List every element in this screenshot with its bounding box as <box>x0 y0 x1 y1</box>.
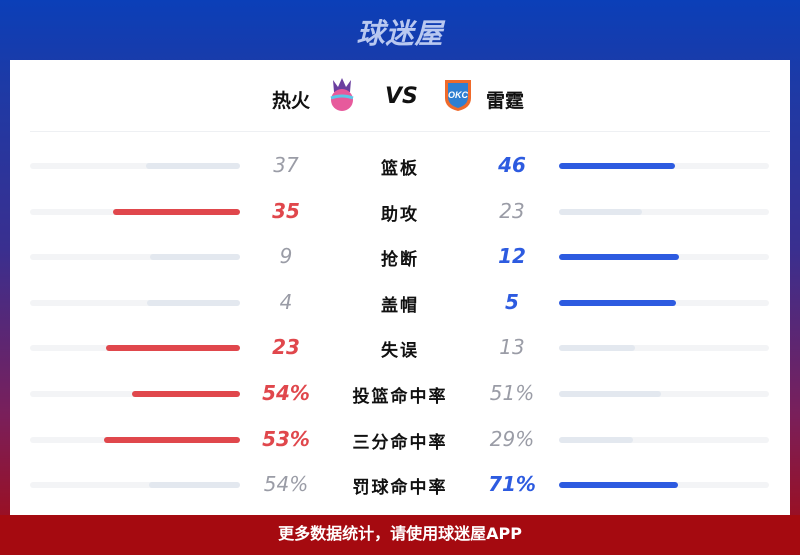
away-bar-fill <box>559 482 679 489</box>
away-bar-track <box>559 254 769 261</box>
home-stat-value: 23 <box>272 335 300 360</box>
home-bar-fill <box>113 208 240 215</box>
home-stat-value: 37 <box>273 153 299 177</box>
away-stat-value: 23 <box>499 198 525 223</box>
away-stat-value: 5 <box>505 289 519 314</box>
stat-label: 罚球命中率 <box>352 478 448 499</box>
footer-promo[interactable]: 更多数据统计，请使用球迷屋APP <box>0 515 800 555</box>
okc-logo-icon: OKC <box>445 80 471 111</box>
home-bar-track <box>30 208 240 215</box>
stat-row: 4 盖帽 5 <box>10 288 790 318</box>
away-bar-fill <box>559 436 634 443</box>
stats-card: 热火 VS OKC 雷霆 37 篮板 46 35 助攻 23 9 抢断 12 <box>10 60 790 515</box>
away-bar-fill <box>559 345 635 352</box>
away-bar-fill <box>559 254 679 261</box>
home-stat-value: 9 <box>279 244 293 269</box>
home-bar-fill <box>150 254 240 261</box>
home-bar-fill <box>132 391 240 397</box>
home-bar-fill <box>146 163 240 169</box>
brand-logo: 球迷屋 <box>356 17 444 50</box>
stat-row: 9 抢断 12 <box>10 242 790 272</box>
heat-logo-icon <box>330 78 354 111</box>
away-bar-fill <box>559 391 661 397</box>
home-stat-value: 53% <box>262 426 310 451</box>
stat-row: 54% 罚球命中率 71% <box>10 470 790 500</box>
home-bar-track <box>30 436 240 443</box>
matchup-header: 热火 VS OKC 雷霆 <box>10 78 790 118</box>
away-bar-fill <box>559 299 676 306</box>
stat-row: 35 助攻 23 <box>10 197 790 227</box>
home-bar-track <box>30 163 240 169</box>
stat-label: 三分命中率 <box>352 432 448 453</box>
away-stat-value: 46 <box>498 153 526 177</box>
away-stat-value: 29% <box>489 426 535 451</box>
away-stat-value: 13 <box>499 335 525 360</box>
home-stat-value: 4 <box>279 289 293 314</box>
svg-text:OKC: OKC <box>448 90 469 100</box>
home-bar-track <box>30 482 240 489</box>
home-bar-fill <box>146 299 240 306</box>
stat-label: 抢断 <box>381 250 419 271</box>
vs-label: VS <box>385 84 418 109</box>
stat-row: 37 篮板 46 <box>10 151 790 181</box>
stat-label: 盖帽 <box>381 295 419 316</box>
away-team-name: 雷霆 <box>486 90 525 112</box>
home-stat-value: 54% <box>262 381 310 405</box>
stat-label: 篮板 <box>381 159 419 179</box>
home-stat-value: 54% <box>263 472 309 497</box>
away-bar-track <box>559 345 769 352</box>
stat-row: 23 失误 13 <box>10 333 790 363</box>
home-bar-fill <box>149 482 240 489</box>
away-bar-track <box>559 482 769 489</box>
home-bar-fill <box>104 436 240 443</box>
divider <box>30 131 770 132</box>
away-bar-track <box>559 391 769 397</box>
away-bar-fill <box>559 163 676 169</box>
away-bar-track <box>559 163 769 169</box>
home-stat-value: 35 <box>272 198 300 223</box>
away-bar-track <box>559 208 769 215</box>
away-bar-track <box>559 436 769 443</box>
away-bar-track <box>559 299 769 306</box>
stat-label: 投篮命中率 <box>352 387 448 407</box>
home-bar-track <box>30 254 240 261</box>
away-stat-value: 71% <box>488 472 536 497</box>
away-stat-value: 12 <box>498 244 526 269</box>
home-bar-track <box>30 391 240 397</box>
away-bar-fill <box>559 208 643 215</box>
stat-row: 53% 三分命中率 29% <box>10 425 790 455</box>
home-team-name: 热火 <box>272 90 311 112</box>
away-stat-value: 51% <box>489 381 535 405</box>
stat-label: 助攻 <box>381 204 419 225</box>
stat-row: 54% 投篮命中率 51% <box>10 379 790 409</box>
home-bar-track <box>30 299 240 306</box>
home-bar-track <box>30 345 240 352</box>
home-bar-fill <box>105 345 240 352</box>
stat-label: 失误 <box>381 341 419 362</box>
